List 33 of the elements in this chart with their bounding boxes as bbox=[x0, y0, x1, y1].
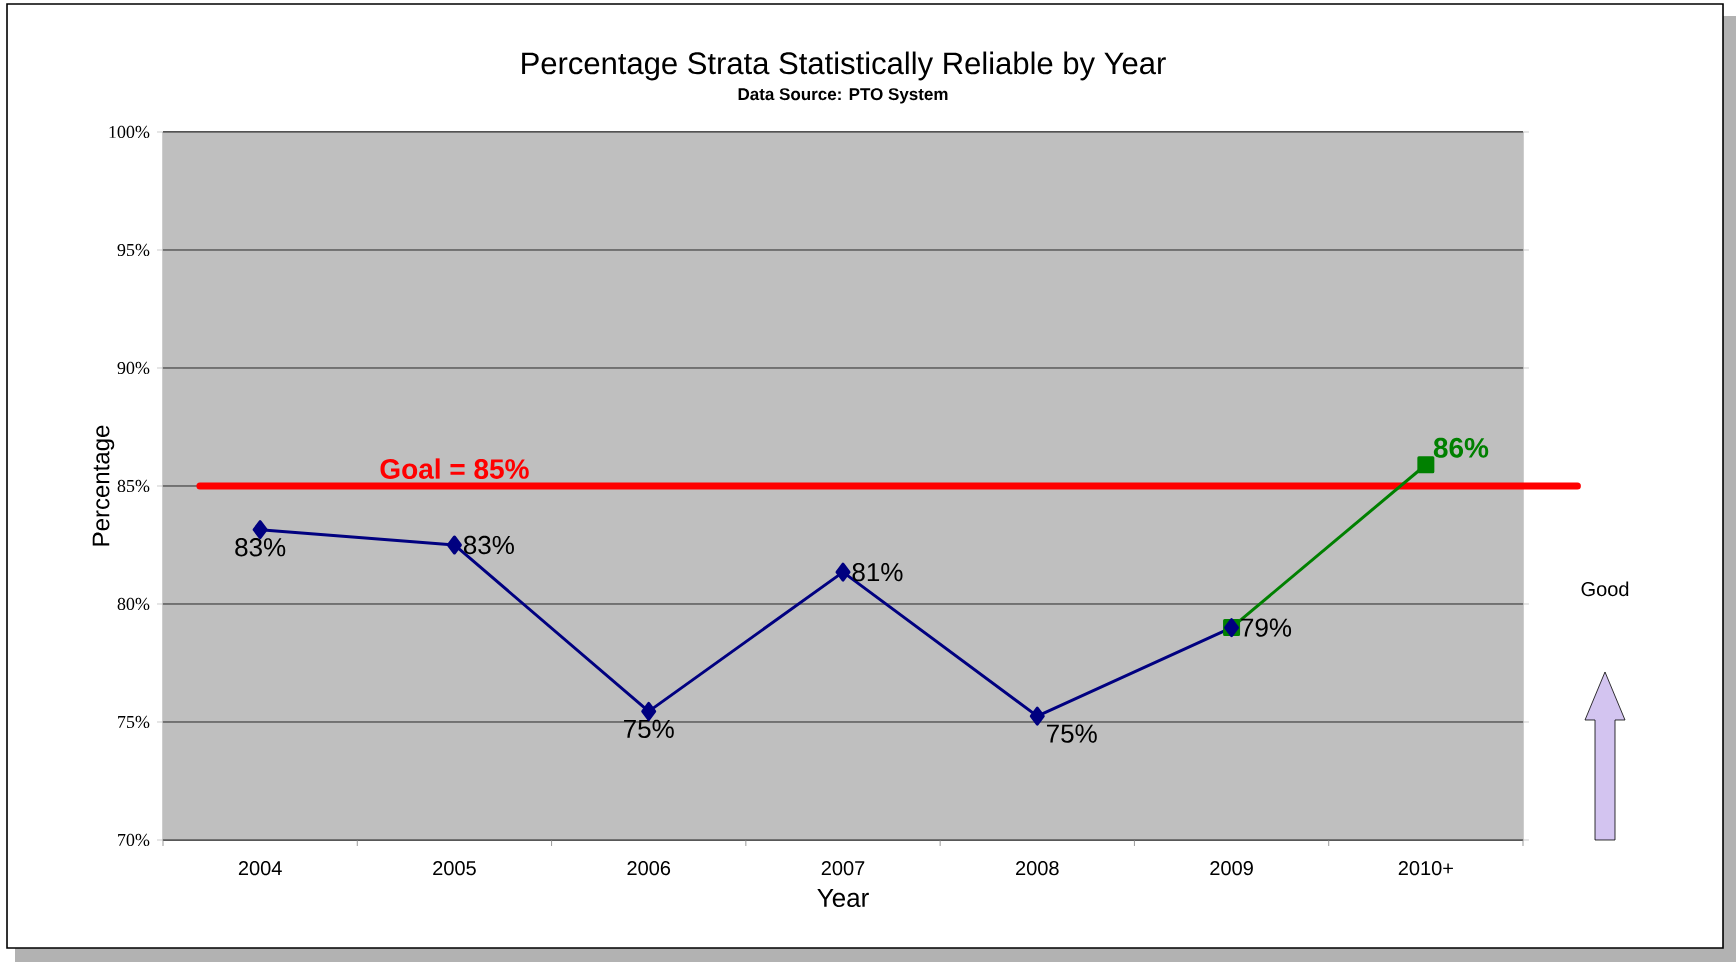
data-label: 81% bbox=[852, 562, 903, 582]
x-tick-label: 2010+ bbox=[1398, 861, 1453, 876]
text: Good bbox=[1581, 581, 1629, 597]
point bbox=[1417, 456, 1435, 474]
data-label: 83% bbox=[235, 538, 286, 557]
chart-subtitle: Data Source: PTO System bbox=[738, 88, 948, 104]
y-tick-label: 90% bbox=[117, 361, 150, 375]
point bbox=[835, 562, 851, 582]
data-label: 83% bbox=[463, 535, 514, 555]
x-tick-label: 2006 bbox=[627, 861, 671, 876]
data-label: 75% bbox=[624, 719, 674, 739]
y-tick-label: 70% bbox=[118, 833, 150, 847]
y-tick-label: 75% bbox=[118, 715, 150, 729]
y-axis-title: Percentage bbox=[92, 425, 115, 546]
x-tick-label: 2004 bbox=[238, 861, 282, 876]
y-tick-label: 100% bbox=[109, 125, 150, 139]
chart-title: Percentage Strata Statistically Reliable by Year bbox=[522, 51, 1166, 81]
point bbox=[252, 520, 268, 540]
x-tick-label: 2007 bbox=[821, 861, 865, 876]
point bbox=[446, 535, 462, 555]
data-label: 75% bbox=[1047, 724, 1097, 743]
point bbox=[1029, 706, 1045, 726]
ref-line-label: Goal = 85% bbox=[380, 458, 529, 479]
data-label: 86% bbox=[1433, 437, 1489, 458]
x-tick-label: 2005 bbox=[433, 861, 476, 876]
data-label: 79% bbox=[1241, 618, 1292, 637]
y-tick-label: 95% bbox=[117, 243, 150, 257]
x-tick-label: 2008 bbox=[1016, 861, 1059, 876]
y-tick-label: 80% bbox=[117, 597, 150, 611]
x-tick-label: 2009 bbox=[1210, 861, 1253, 876]
point bbox=[641, 701, 657, 721]
x-axis-title: Year bbox=[817, 888, 869, 908]
y-tick-label: 85% bbox=[117, 479, 150, 493]
